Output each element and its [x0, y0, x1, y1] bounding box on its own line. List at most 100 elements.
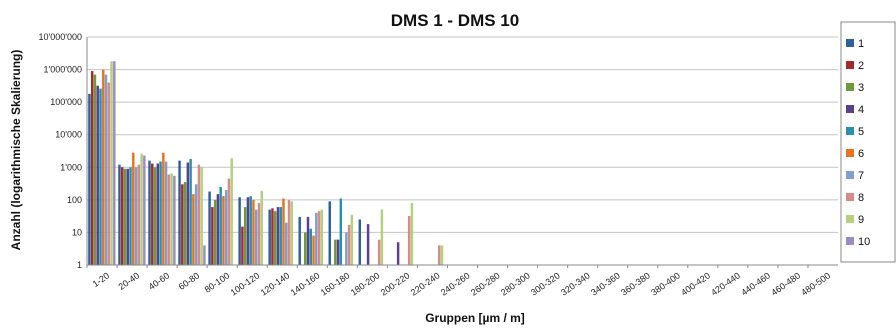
bar-series-1: [118, 164, 121, 265]
x-tick-label: 320-340: [559, 270, 592, 297]
x-tick-label: 160-180: [319, 270, 352, 297]
legend-swatch: [846, 61, 854, 69]
bar-series-1: [358, 219, 362, 265]
x-tick-label: 300-320: [529, 270, 562, 297]
y-tick-label: 10'000: [55, 130, 82, 140]
bar-series-9: [410, 203, 414, 265]
bar-series-8: [257, 203, 261, 265]
x-tick-label: 480-500: [799, 270, 832, 297]
x-tick-label: 360-380: [619, 270, 652, 297]
bar-series-7: [194, 184, 198, 265]
bar-series-9: [200, 167, 203, 265]
bar-series-1: [208, 191, 211, 265]
bar-series-5: [339, 198, 343, 265]
bar-series-4: [306, 216, 310, 265]
x-tick-label: 200-220: [379, 270, 412, 297]
x-tick-label: 440-460: [739, 270, 772, 297]
legend-label: 1: [858, 38, 864, 50]
bar-series-6: [192, 194, 195, 265]
bar-series-7: [224, 190, 228, 265]
legend: 1 2 3 4 5 6 7 8 9 10: [840, 21, 896, 263]
bar-series-4: [186, 162, 190, 265]
bar-series-4: [366, 224, 370, 265]
legend-label: 8: [858, 192, 864, 204]
bar-series-5: [279, 207, 282, 265]
x-tick-label: 400-420: [679, 270, 712, 297]
y-tick-label: 1'000'000: [44, 65, 82, 75]
bar-series-8: [107, 82, 111, 265]
legend-label: 3: [858, 82, 864, 94]
legend-label: 5: [858, 126, 864, 138]
bar-series-6: [312, 235, 315, 265]
bar-series-9: [320, 209, 324, 265]
bar-series-10: [143, 155, 146, 265]
bar-series-2: [151, 163, 154, 265]
bar-series-4: [96, 85, 99, 265]
bar-series-5: [219, 186, 222, 265]
y-tick-label: 100'000: [50, 97, 82, 107]
x-axis-label: Gruppen [µm / m]: [425, 311, 525, 325]
bar-series-8: [317, 211, 321, 265]
bar-series-5: [159, 161, 162, 265]
bar-series-9: [230, 158, 233, 265]
bar-series-9: [380, 209, 384, 265]
y-axis-label: Anzahl (logarithmische Skalierung): [9, 50, 23, 251]
bar-series-8: [167, 174, 171, 265]
bar-series-1: [148, 160, 151, 265]
bar-series-1: [88, 93, 91, 265]
bar-series-5: [309, 228, 312, 265]
x-tick-label: 20-40: [117, 270, 142, 291]
y-tick-label: 100: [67, 195, 82, 205]
x-tick-label: 260-280: [469, 270, 502, 297]
x-tick-label: 100-120: [229, 270, 262, 297]
bar-series-8: [137, 164, 141, 265]
legend-label: 2: [858, 60, 864, 72]
legend-box: [840, 21, 896, 263]
bar-series-8: [287, 199, 291, 265]
x-tick-label: 340-360: [589, 270, 622, 297]
bar-series-8: [377, 239, 381, 265]
x-tick-label: 1-20: [91, 270, 111, 289]
legend-swatch: [846, 237, 854, 245]
bar-series-7: [134, 167, 138, 265]
x-tick-label: 460-480: [769, 270, 802, 297]
x-tick-label: 140-160: [289, 270, 322, 297]
bar-series-6: [162, 152, 165, 265]
x-tick-label: 220-240: [409, 270, 442, 297]
legend-swatch: [846, 83, 854, 91]
x-tick-label: 240-260: [439, 270, 472, 297]
bar-series-7: [285, 222, 288, 265]
bar-series-5: [189, 158, 192, 265]
bar-series-9: [440, 245, 444, 265]
bars: [88, 61, 444, 266]
bar-series-5: [249, 196, 252, 265]
bar-series-3: [273, 211, 277, 265]
bar-series-10: [173, 175, 176, 265]
bar-series-6: [132, 152, 135, 265]
bar-series-6: [252, 199, 255, 265]
bar-series-2: [90, 71, 94, 265]
chart-title: DMS 1 - DMS 10: [391, 11, 519, 30]
legend-label: 9: [858, 214, 864, 226]
bar-series-8: [227, 178, 231, 265]
bar-series-6: [222, 196, 225, 265]
legend-label: 10: [858, 236, 870, 248]
bar-series-7: [164, 161, 168, 265]
bar-series-3: [334, 239, 337, 265]
bar-series-8: [437, 245, 441, 265]
bar-series-3: [93, 74, 97, 266]
bar-series-10: [113, 61, 116, 266]
bar-series-10: [203, 245, 206, 265]
legend-swatch: [846, 127, 854, 135]
x-tick-label: 60-80: [177, 270, 202, 291]
bar-series-4: [216, 194, 220, 265]
bar-series-4: [276, 207, 280, 265]
x-tick-label: 80-100: [203, 270, 232, 294]
bar-series-1: [268, 209, 271, 265]
bar-series-5: [99, 88, 102, 265]
legend-swatch: [846, 171, 854, 179]
legend-swatch: [846, 193, 854, 201]
y-tick-label: 1: [77, 260, 82, 270]
